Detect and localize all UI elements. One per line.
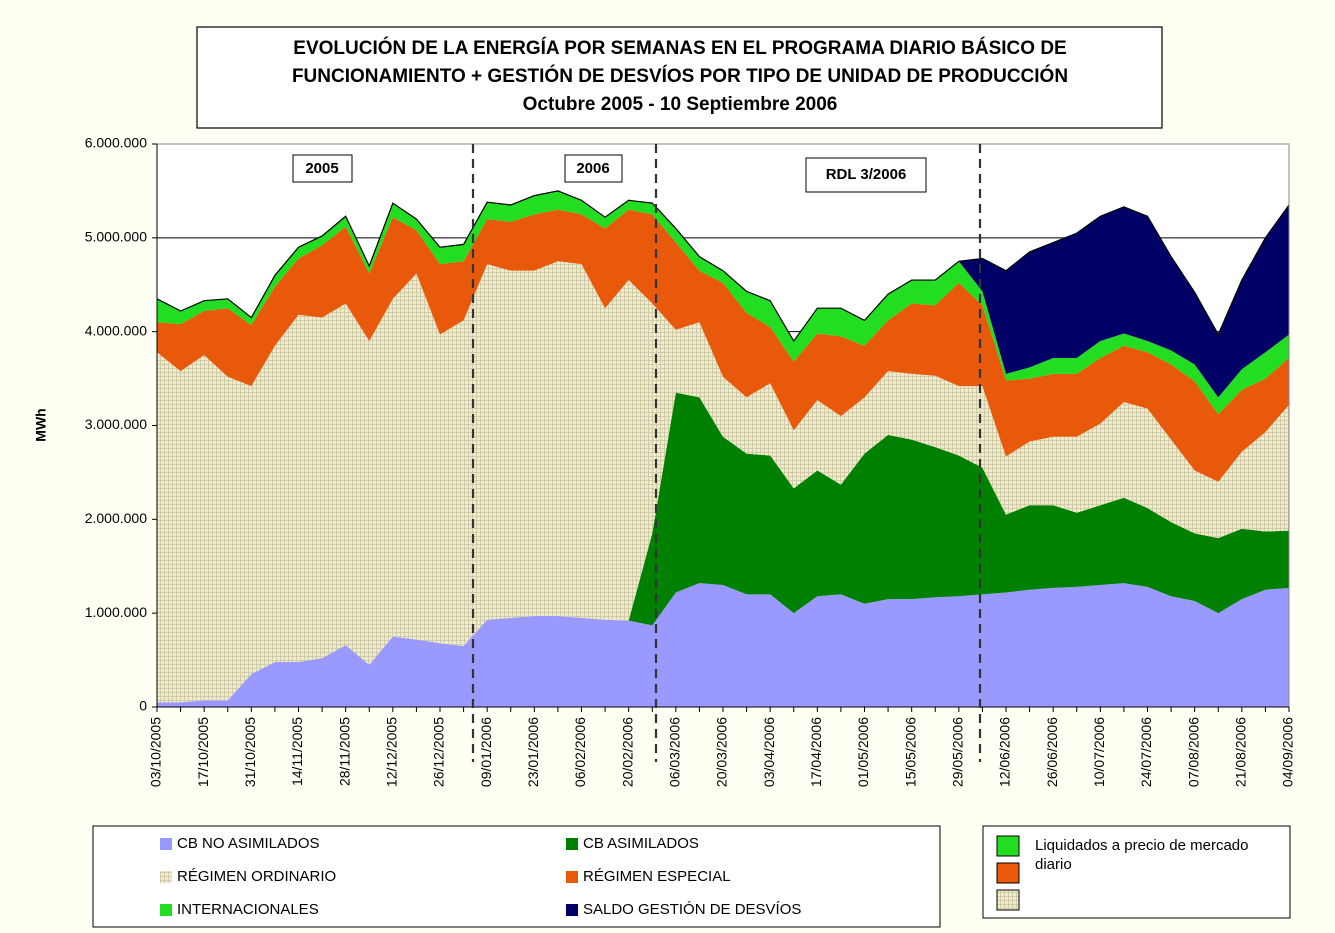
annotation-box: [564, 154, 623, 183]
x-tick-label: 26/12/2005: [431, 717, 447, 787]
legend-label: RÉGIMEN ORDINARIO: [177, 868, 336, 885]
side-legend-text-box: Liquidados a precio de mercado diario: [1035, 837, 1249, 873]
x-tick-label: 21/08/2006: [1233, 717, 1249, 787]
x-tick-label: 06/03/2006: [667, 717, 683, 787]
x-tick-label: 04/09/2006: [1280, 717, 1296, 787]
x-tick-label: 20/02/2006: [619, 717, 635, 787]
area: [157, 190, 1289, 398]
annotation-box: [292, 154, 353, 183]
x-tick-label: 01/05/2006: [855, 717, 871, 787]
y-tick-label: 3.000.000: [85, 416, 147, 432]
legend-swatch: [566, 871, 578, 883]
x-tick-label: 17/04/2006: [808, 717, 824, 787]
x-tick-label: 23/01/2006: [525, 717, 541, 787]
y-tick-label: 6.000.000: [85, 135, 147, 151]
x-tick-label: 14/11/2005: [289, 717, 305, 786]
area: [157, 392, 1289, 703]
side-legend-box: [982, 825, 1291, 919]
annotation: RDL 3/2006: [826, 166, 907, 183]
side-legend-swatch: [996, 889, 1020, 911]
period-dividers: [471, 144, 982, 762]
side-legend-swatch: [996, 835, 1020, 857]
x-tick-label: 12/06/2006: [997, 717, 1013, 787]
x-tick-label: 07/08/2006: [1185, 717, 1201, 787]
y-tick-label: 2.000.000: [85, 510, 147, 526]
chart-subtitle: Octubre 2005 - 10 Septiembre 2006: [523, 94, 838, 115]
x-tick-label: 24/07/2006: [1138, 717, 1154, 787]
area: [157, 209, 1289, 482]
x-tick-label: 09/01/2006: [478, 717, 494, 787]
chart-title: EVOLUCIÓN DE LA ENERGÍA POR SEMANAS EN E…: [293, 37, 1066, 59]
x-tick-label: 20/03/2006: [714, 717, 730, 787]
legend-box: [92, 825, 941, 928]
x-tick-label: 10/07/2006: [1091, 717, 1107, 787]
y-tick-label: 0: [139, 698, 147, 714]
x-tick-label: 26/06/2006: [1044, 717, 1060, 787]
title-box: [196, 26, 1163, 129]
x-tick-label: 06/02/2006: [572, 717, 588, 787]
y-tick-label: 4.000.000: [85, 322, 147, 338]
legend-label: CB ASIMILADOS: [583, 835, 699, 852]
annotation: 2006: [576, 160, 609, 177]
legend-label: INTERNACIONALES: [177, 901, 319, 918]
y-tick-label: 1.000.000: [85, 604, 147, 620]
x-tick-label: 31/10/2005: [242, 717, 258, 787]
x-tick-label: 28/11/2005: [336, 717, 352, 786]
annotation-box: [805, 157, 927, 193]
legend-swatch: [160, 838, 172, 850]
legend-label: CB NO ASIMILADOS: [177, 835, 320, 852]
side-legend-text: Liquidados a precio de mercado diario: [1035, 837, 1249, 873]
legend-swatch: [160, 871, 172, 883]
annotation: 2005: [305, 160, 338, 177]
x-tick-label: 17/10/2005: [195, 717, 211, 787]
area-outline: [156, 190, 1290, 343]
x-tick-label: 03/04/2006: [761, 717, 777, 787]
y-axis-label: MWh: [33, 408, 49, 441]
area: [157, 261, 1289, 703]
x-tick-label: 12/12/2005: [384, 717, 400, 787]
legend-label: SALDO GESTIÓN DE DESVÍOS: [583, 901, 801, 918]
chart-title: FUNCIONAMIENTO + GESTIÓN DE DESVÍOS POR …: [292, 65, 1068, 87]
x-tick-label: 03/10/2005: [148, 717, 164, 787]
side-legend-swatch: [996, 862, 1020, 884]
legend-label: RÉGIMEN ESPECIAL: [583, 868, 731, 885]
legend-swatch: [160, 904, 172, 916]
y-tick-label: 5.000.000: [85, 229, 147, 245]
area: [157, 583, 1289, 707]
legend-swatch: [566, 838, 578, 850]
x-tick-label: 15/05/2006: [902, 717, 918, 787]
x-tick-label: 29/05/2006: [950, 717, 966, 787]
legend-swatch: [566, 904, 578, 916]
